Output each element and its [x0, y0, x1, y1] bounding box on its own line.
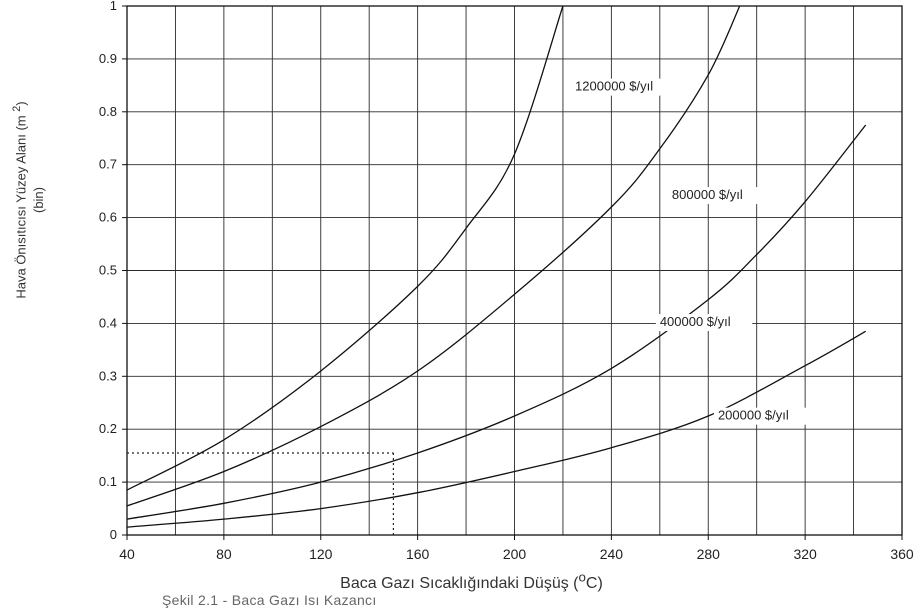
y-tick-label: 0.1 — [99, 474, 117, 489]
x-axis-title-main: Baca Gazı Sıcaklığındaki Düşüş ( — [340, 575, 579, 593]
series-label-2: 400000 $/yıl — [660, 314, 731, 329]
y-tick-label: 0 — [110, 527, 117, 542]
x-axis-title-unit: C) — [585, 575, 603, 593]
x-tick-label: 160 — [406, 546, 430, 562]
y-tick-label: 1 — [110, 0, 117, 13]
y-tick-label: 0.5 — [99, 263, 117, 278]
y-tick-label: 0.4 — [99, 315, 117, 330]
y-tick-label: 0.2 — [99, 421, 117, 436]
series-line-0 — [126, 5, 564, 491]
y-tick-label: 0.7 — [99, 157, 117, 172]
x-tick-label: 360 — [890, 546, 914, 562]
series-line-1 — [126, 5, 741, 507]
x-tick-label: 80 — [216, 546, 232, 562]
series-label-3: 200000 $/yıl — [718, 408, 789, 423]
y-axis-title: Hava Önısıtıcısı Yüzey Alanı (m 2) (bin) — [10, 70, 47, 330]
x-tick-label: 240 — [600, 546, 624, 562]
series-line-2 — [126, 124, 867, 520]
x-axis-title-degree: o — [578, 570, 586, 585]
series-label-bg-3 — [713, 407, 811, 425]
y-tick-label: 0.6 — [99, 210, 117, 225]
series-label-0: 1200000 $/yıl — [575, 79, 653, 94]
x-tick-label: 280 — [697, 546, 721, 562]
y-tick-label: 0.8 — [99, 104, 117, 119]
y-tick-label: 0.3 — [99, 368, 117, 383]
y-axis-title-superscript: 2 — [11, 105, 23, 112]
x-tick-label: 320 — [793, 546, 817, 562]
y-axis-title-line2: (bin) — [30, 187, 46, 214]
y-axis-title-line1: Hava Önısıtıcısı Yüzey Alanı (m 2) — [10, 70, 30, 330]
series-label-bg-1 — [667, 187, 765, 205]
series-label-bg-2 — [655, 314, 753, 332]
series-label-1: 800000 $/yıl — [672, 187, 743, 202]
y-axis-title-line1-close: ) — [13, 101, 29, 106]
x-tick-label: 200 — [503, 546, 527, 562]
x-tick-label: 120 — [309, 546, 333, 562]
series-label-bg-0 — [571, 78, 675, 96]
y-tick-label: 0.9 — [99, 51, 117, 66]
y-axis-title-line1-main: Hava Önısıtıcısı Yüzey Alanı (m — [13, 111, 29, 299]
figure-caption: Şekil 2.1 - Baca Gazı Isı Kazancı — [162, 592, 377, 608]
x-tick-label: 40 — [119, 546, 135, 562]
x-axis-title: Baca Gazı Sıcaklığındaki Düşüş (oC) — [0, 570, 923, 593]
series-line-3 — [126, 330, 867, 528]
